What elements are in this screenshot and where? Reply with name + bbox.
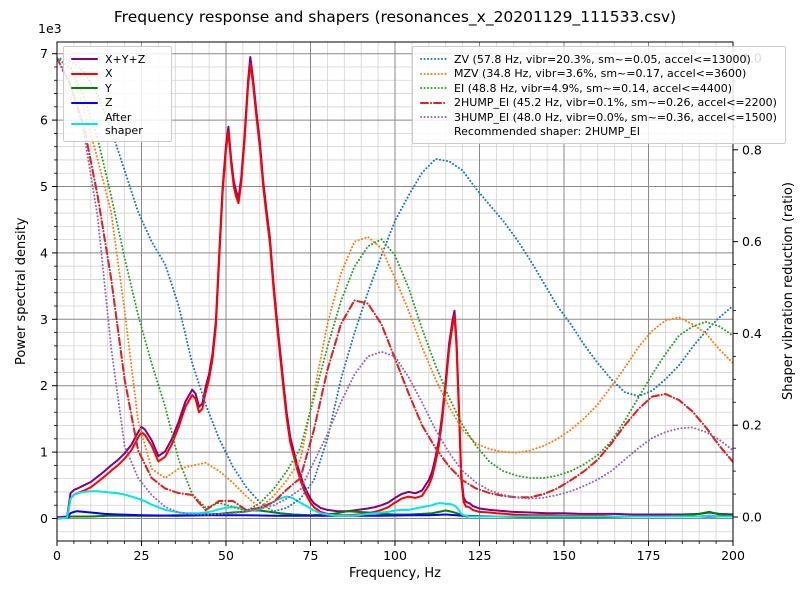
series-line-mzv	[57, 57, 733, 510]
legend-entry-x-y-z-label: X+Y+Z	[105, 52, 146, 66]
x-tick-label: 100	[383, 548, 407, 563]
legend-entry-zv: ZV (57.8 Hz, vibr=20.3%, sm~=0.05, accel…	[420, 53, 777, 66]
y-right-tick-label: 0.0	[742, 510, 762, 525]
legend-entry-2hump-ei: 2HUMP_EI (45.2 Hz, vibr=0.1%, sm~=0.26, …	[420, 96, 777, 109]
y-left-tick-label: 0	[40, 511, 48, 526]
y-left-tick-label: 2	[40, 378, 48, 393]
legend-entry-mzv: MZV (34.8 Hz, vibr=3.6%, sm~=0.17, accel…	[420, 67, 777, 80]
legend-entry-after-shaper: After shaper	[71, 111, 163, 137]
y-axis-label-right: Shaper vibration reduction (ratio)	[781, 182, 796, 400]
x-tick-label: 200	[721, 548, 745, 563]
series-line-2hump-ei	[57, 56, 733, 512]
data-series	[57, 56, 733, 520]
tick-labels: 0 25 50 75 100 125 150 175 200 0 1 2 3 4 5 6 7 0.0 0.2 0.4 0…	[40, 46, 762, 563]
legend-entry-ei-label: EI (48.8 Hz, vibr=4.9%, sm~=0.14, accel<…	[454, 81, 732, 95]
legend-entry-z: Z	[71, 96, 163, 109]
legend-entry-ei: EI (48.8 Hz, vibr=4.9%, sm~=0.14, accel<…	[420, 82, 777, 95]
x-tick-label: 50	[218, 548, 234, 563]
axes-frame-and-ticks	[52, 41, 738, 546]
y-axis-label-left: Power spectral density	[14, 217, 29, 365]
y-right-tick-label: 0.4	[742, 326, 762, 341]
legend-sample-spacer	[420, 127, 447, 137]
y-left-tick-label: 5	[40, 179, 48, 194]
legend-entry-z-label: Z	[105, 96, 113, 109]
y-left-tick-label: 4	[40, 245, 48, 260]
y-right-tick-label: 0.8	[742, 142, 762, 157]
series-line-ei	[57, 57, 733, 513]
legend-entry-mzv-label: MZV (34.8 Hz, vibr=3.6%, sm~=0.17, accel…	[454, 67, 747, 80]
legend-line-sample-z	[71, 101, 98, 104]
x-tick-label: 25	[134, 548, 150, 563]
y-left-tick-label: 1	[40, 445, 48, 460]
legend-entry-recommended-shaper: Recommended shaper: 2HUMP_EI	[420, 125, 777, 138]
y-right-tick-label: 0.6	[742, 234, 762, 249]
legend-psd-series: X+Y+Z X Y Z After shaper	[63, 46, 172, 142]
y-axis-offset-label: 1e3	[38, 21, 62, 36]
legend-shapers: ZV (57.8 Hz, vibr=20.3%, sm~=0.05, accel…	[412, 46, 786, 144]
legend-line-sample-x-y-z	[71, 58, 98, 60]
series-line-after-shaper	[57, 490, 733, 520]
x-tick-label: 125	[468, 548, 492, 563]
x-tick-label: 75	[303, 548, 319, 563]
legend-entry-after-shaper-label: After shaper	[105, 110, 143, 137]
legend-entry-3hump-ei-label: 3HUMP_EI (48.0 Hz, vibr=0.0%, sm~=0.36, …	[454, 110, 777, 124]
legend-line-sample-ei	[420, 87, 447, 89]
x-tick-label: 0	[53, 548, 61, 563]
y-right-tick-label: 0.2	[742, 418, 762, 433]
series-line-zv	[57, 57, 733, 513]
legend-line-sample-2hump-ei	[420, 101, 447, 104]
series-line-3hump-ei	[57, 57, 733, 516]
legend-line-sample-after-shaper	[71, 122, 98, 125]
y-left-tick-label: 7	[40, 46, 48, 61]
legend-entry-y-label: Y	[105, 81, 112, 95]
x-tick-label: 175	[637, 548, 661, 563]
y-left-tick-label: 6	[40, 113, 48, 128]
legend-entry-2hump-ei-label: 2HUMP_EI (45.2 Hz, vibr=0.1%, sm~=0.26, …	[454, 96, 777, 109]
legend-line-sample-y	[71, 87, 98, 89]
series-line-x	[57, 62, 733, 519]
legend-entry-zv-label: ZV (57.8 Hz, vibr=20.3%, sm~=0.05, accel…	[454, 52, 751, 66]
legend-line-sample-mzv	[420, 72, 447, 75]
series-line-x-y-z	[57, 56, 733, 519]
legend-entry-recommended-shaper-label: Recommended shaper: 2HUMP_EI	[454, 125, 640, 138]
legend-line-sample-x	[71, 72, 98, 75]
legend-entry-x-y-z: X+Y+Z	[71, 53, 163, 66]
legend-entry-y: Y	[71, 82, 163, 95]
x-tick-label: 150	[552, 548, 576, 563]
y-left-tick-label: 3	[40, 312, 48, 327]
x-axis-label: Frequency, Hz	[348, 566, 442, 581]
chart-title: Frequency response and shapers (resonanc…	[113, 8, 677, 26]
legend-entry-x-label: X	[105, 67, 113, 80]
legend-line-sample-zv	[420, 58, 447, 60]
legend-entry-x: X	[71, 67, 163, 80]
legend-entry-3hump-ei: 3HUMP_EI (48.0 Hz, vibr=0.0%, sm~=0.36, …	[420, 111, 777, 124]
legend-line-sample-3hump-ei	[420, 116, 447, 118]
